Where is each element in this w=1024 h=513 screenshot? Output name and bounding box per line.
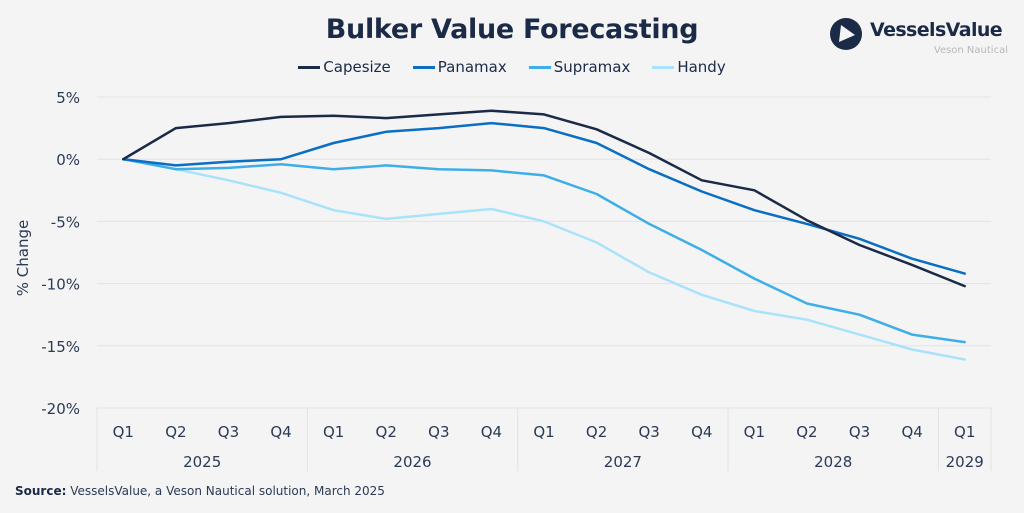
x-tick-label: Q1: [533, 423, 554, 441]
grid-lines: [97, 96, 991, 409]
logo-mark-icon: [830, 18, 862, 50]
x-tick-label: Q3: [428, 423, 449, 441]
legend-label-panamax: Panamax: [437, 58, 507, 76]
x-year-label: 2029: [946, 453, 984, 471]
series-line-capesize: [122, 109, 966, 288]
x-tick-label: Q3: [218, 423, 239, 441]
x-axis: 2025 2026 2027 2028 2029 Q1 Q2 Q3 Q4 Q1 Q2 Q3 Q4 Q1 Q2…: [96, 408, 992, 471]
x-tick-label: Q2: [586, 423, 607, 441]
legend-item-supramax[interactable]: Supramax: [528, 58, 631, 76]
source-label: Source:: [15, 484, 67, 498]
x-year-label: 2028: [814, 453, 852, 471]
series-line-panamax: [122, 121, 966, 275]
series-lines: [122, 109, 966, 361]
legend-item-capesize[interactable]: Capesize: [298, 58, 391, 76]
legend-label-handy: Handy: [677, 58, 726, 76]
legend-label-supramax: Supramax: [553, 58, 631, 76]
x-tick-label: Q2: [376, 423, 397, 441]
series-line-supramax: [122, 157, 966, 344]
legend: Capesize Panamax Supramax Handy: [0, 58, 1024, 76]
x-year-label: 2025: [183, 453, 221, 471]
legend-swatch-handy: [652, 65, 675, 69]
y-axis-label: % Change: [14, 220, 32, 296]
legend-item-panamax[interactable]: Panamax: [412, 58, 507, 76]
legend-swatch-capesize: [298, 65, 321, 69]
x-tick-label: Q4: [270, 423, 291, 441]
x-tick-label: Q1: [954, 423, 975, 441]
x-tick-label: Q1: [113, 423, 134, 441]
x-tick-label: Q2: [796, 423, 817, 441]
vesselsvalue-logo: VesselsValue Veson Nautical: [828, 16, 1018, 60]
y-tick-label: 5%: [56, 89, 80, 107]
x-tick-label: Q4: [481, 423, 502, 441]
x-tick-label: Q2: [165, 423, 186, 441]
source-note: Source: VesselsValue, a Veson Nautical s…: [15, 484, 385, 498]
logo-subtitle: Veson Nautical: [933, 45, 1008, 56]
legend-label-capesize: Capesize: [323, 58, 391, 76]
y-tick-label: -5%: [51, 213, 80, 231]
logo-name: VesselsValue: [870, 19, 1003, 41]
x-year-label: 2027: [604, 453, 642, 471]
x-tick-label: Q3: [849, 423, 870, 441]
y-axis-ticks: 5% 0% -5% -10% -15% -20%: [41, 89, 80, 418]
chart-title: Bulker Value Forecasting: [325, 14, 699, 45]
series-line-handy: [122, 157, 966, 361]
legend-swatch-supramax: [528, 65, 551, 69]
y-tick-label: 0%: [56, 151, 80, 169]
x-year-label: 2026: [393, 453, 431, 471]
x-tick-label: Q1: [744, 423, 765, 441]
legend-item-handy[interactable]: Handy: [652, 58, 726, 76]
source-text: VesselsValue, a Veson Nautical solution,…: [66, 484, 385, 498]
y-tick-label: -20%: [41, 400, 80, 418]
legend-swatch-panamax: [412, 65, 435, 69]
y-tick-label: -10%: [41, 276, 80, 294]
y-tick-label: -15%: [41, 338, 80, 356]
x-tick-label: Q3: [638, 423, 659, 441]
x-tick-label: Q4: [691, 423, 712, 441]
x-tick-label: Q1: [323, 423, 344, 441]
x-tick-label: Q4: [901, 423, 922, 441]
